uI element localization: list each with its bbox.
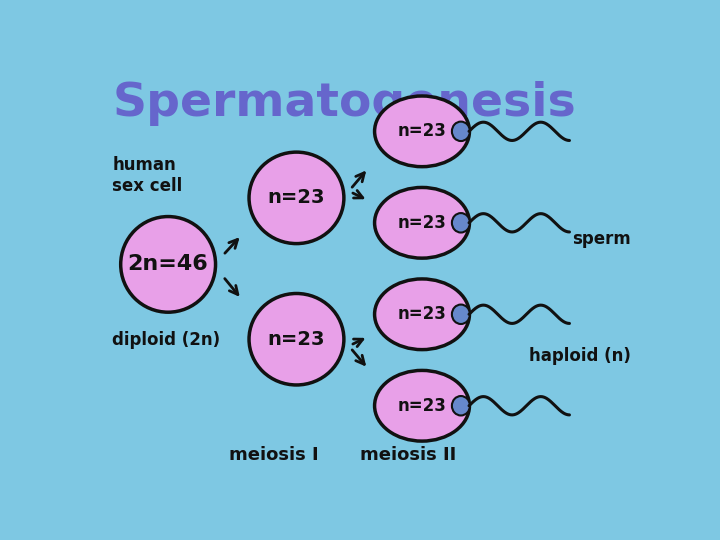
Ellipse shape [121,217,215,312]
Ellipse shape [452,213,470,233]
Text: meiosis II: meiosis II [360,446,456,464]
Text: n=23: n=23 [397,214,446,232]
Text: n=23: n=23 [397,305,446,323]
Text: haploid (n): haploid (n) [529,347,631,365]
Text: n=23: n=23 [268,188,325,207]
Text: n=23: n=23 [397,397,446,415]
Ellipse shape [452,305,470,324]
Ellipse shape [249,152,344,244]
Ellipse shape [374,187,469,258]
Text: n=23: n=23 [268,330,325,349]
Ellipse shape [249,294,344,385]
Ellipse shape [374,279,469,349]
Text: n=23: n=23 [397,123,446,140]
Ellipse shape [452,396,470,415]
Ellipse shape [374,96,469,167]
Text: 2n=46: 2n=46 [127,254,209,274]
Text: diploid (2n): diploid (2n) [112,331,220,349]
Text: Spermatogenesis: Spermatogenesis [112,82,576,126]
Text: meiosis I: meiosis I [230,446,319,464]
Text: human
sex cell: human sex cell [112,156,183,195]
Text: sperm: sperm [572,231,631,248]
Ellipse shape [374,370,469,441]
Ellipse shape [452,122,470,141]
